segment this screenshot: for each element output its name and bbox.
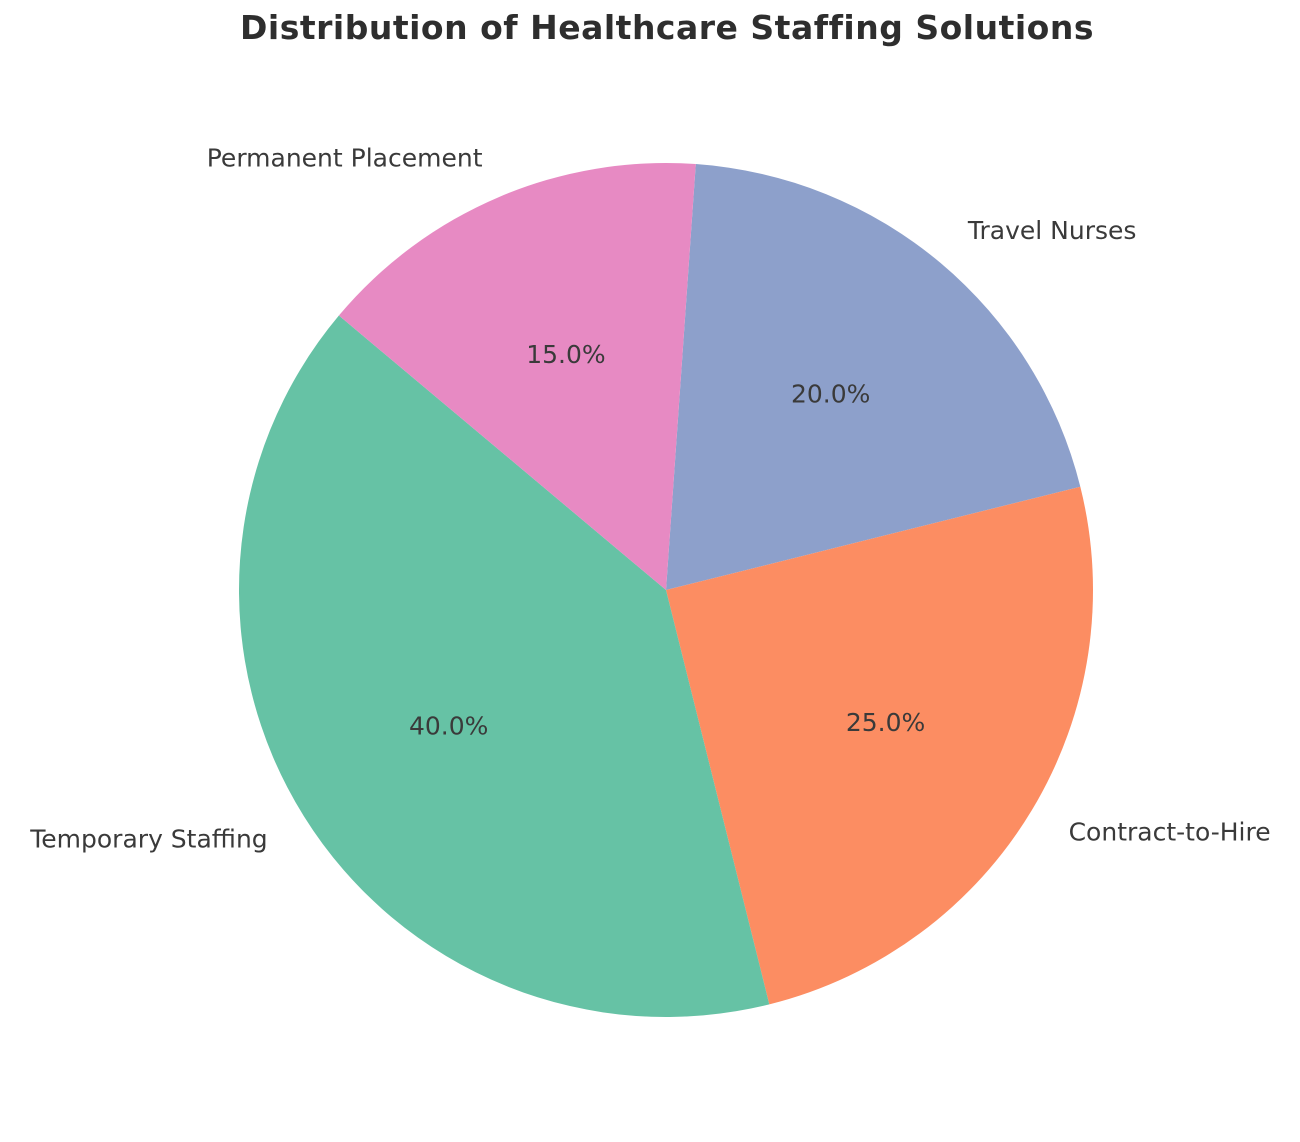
pie-slice-permanent-placement: [338, 162, 696, 590]
pie-slice-contract-to-hire: [666, 486, 1094, 1005]
pct-label-permanent-placement: 15.0%: [526, 340, 605, 369]
slice-label-permanent-placement: Permanent Placement: [207, 143, 483, 172]
chart-title: Distribution of Healthcare Staffing Solu…: [240, 8, 1094, 47]
pct-label-travel-nurses: 20.0%: [791, 379, 870, 408]
pie-slice-travel-nurses: [666, 164, 1081, 591]
pie-slice-temporary-staffing: [238, 315, 770, 1018]
slice-label-travel-nurses: Travel Nurses: [967, 216, 1137, 245]
pct-label-temporary-staffing: 40.0%: [409, 712, 488, 741]
slice-label-temporary-staffing: Temporary Staffing: [29, 825, 267, 854]
pct-label-contract-to-hire: 25.0%: [846, 708, 925, 737]
slice-label-contract-to-hire: Contract-to-Hire: [1069, 818, 1271, 847]
